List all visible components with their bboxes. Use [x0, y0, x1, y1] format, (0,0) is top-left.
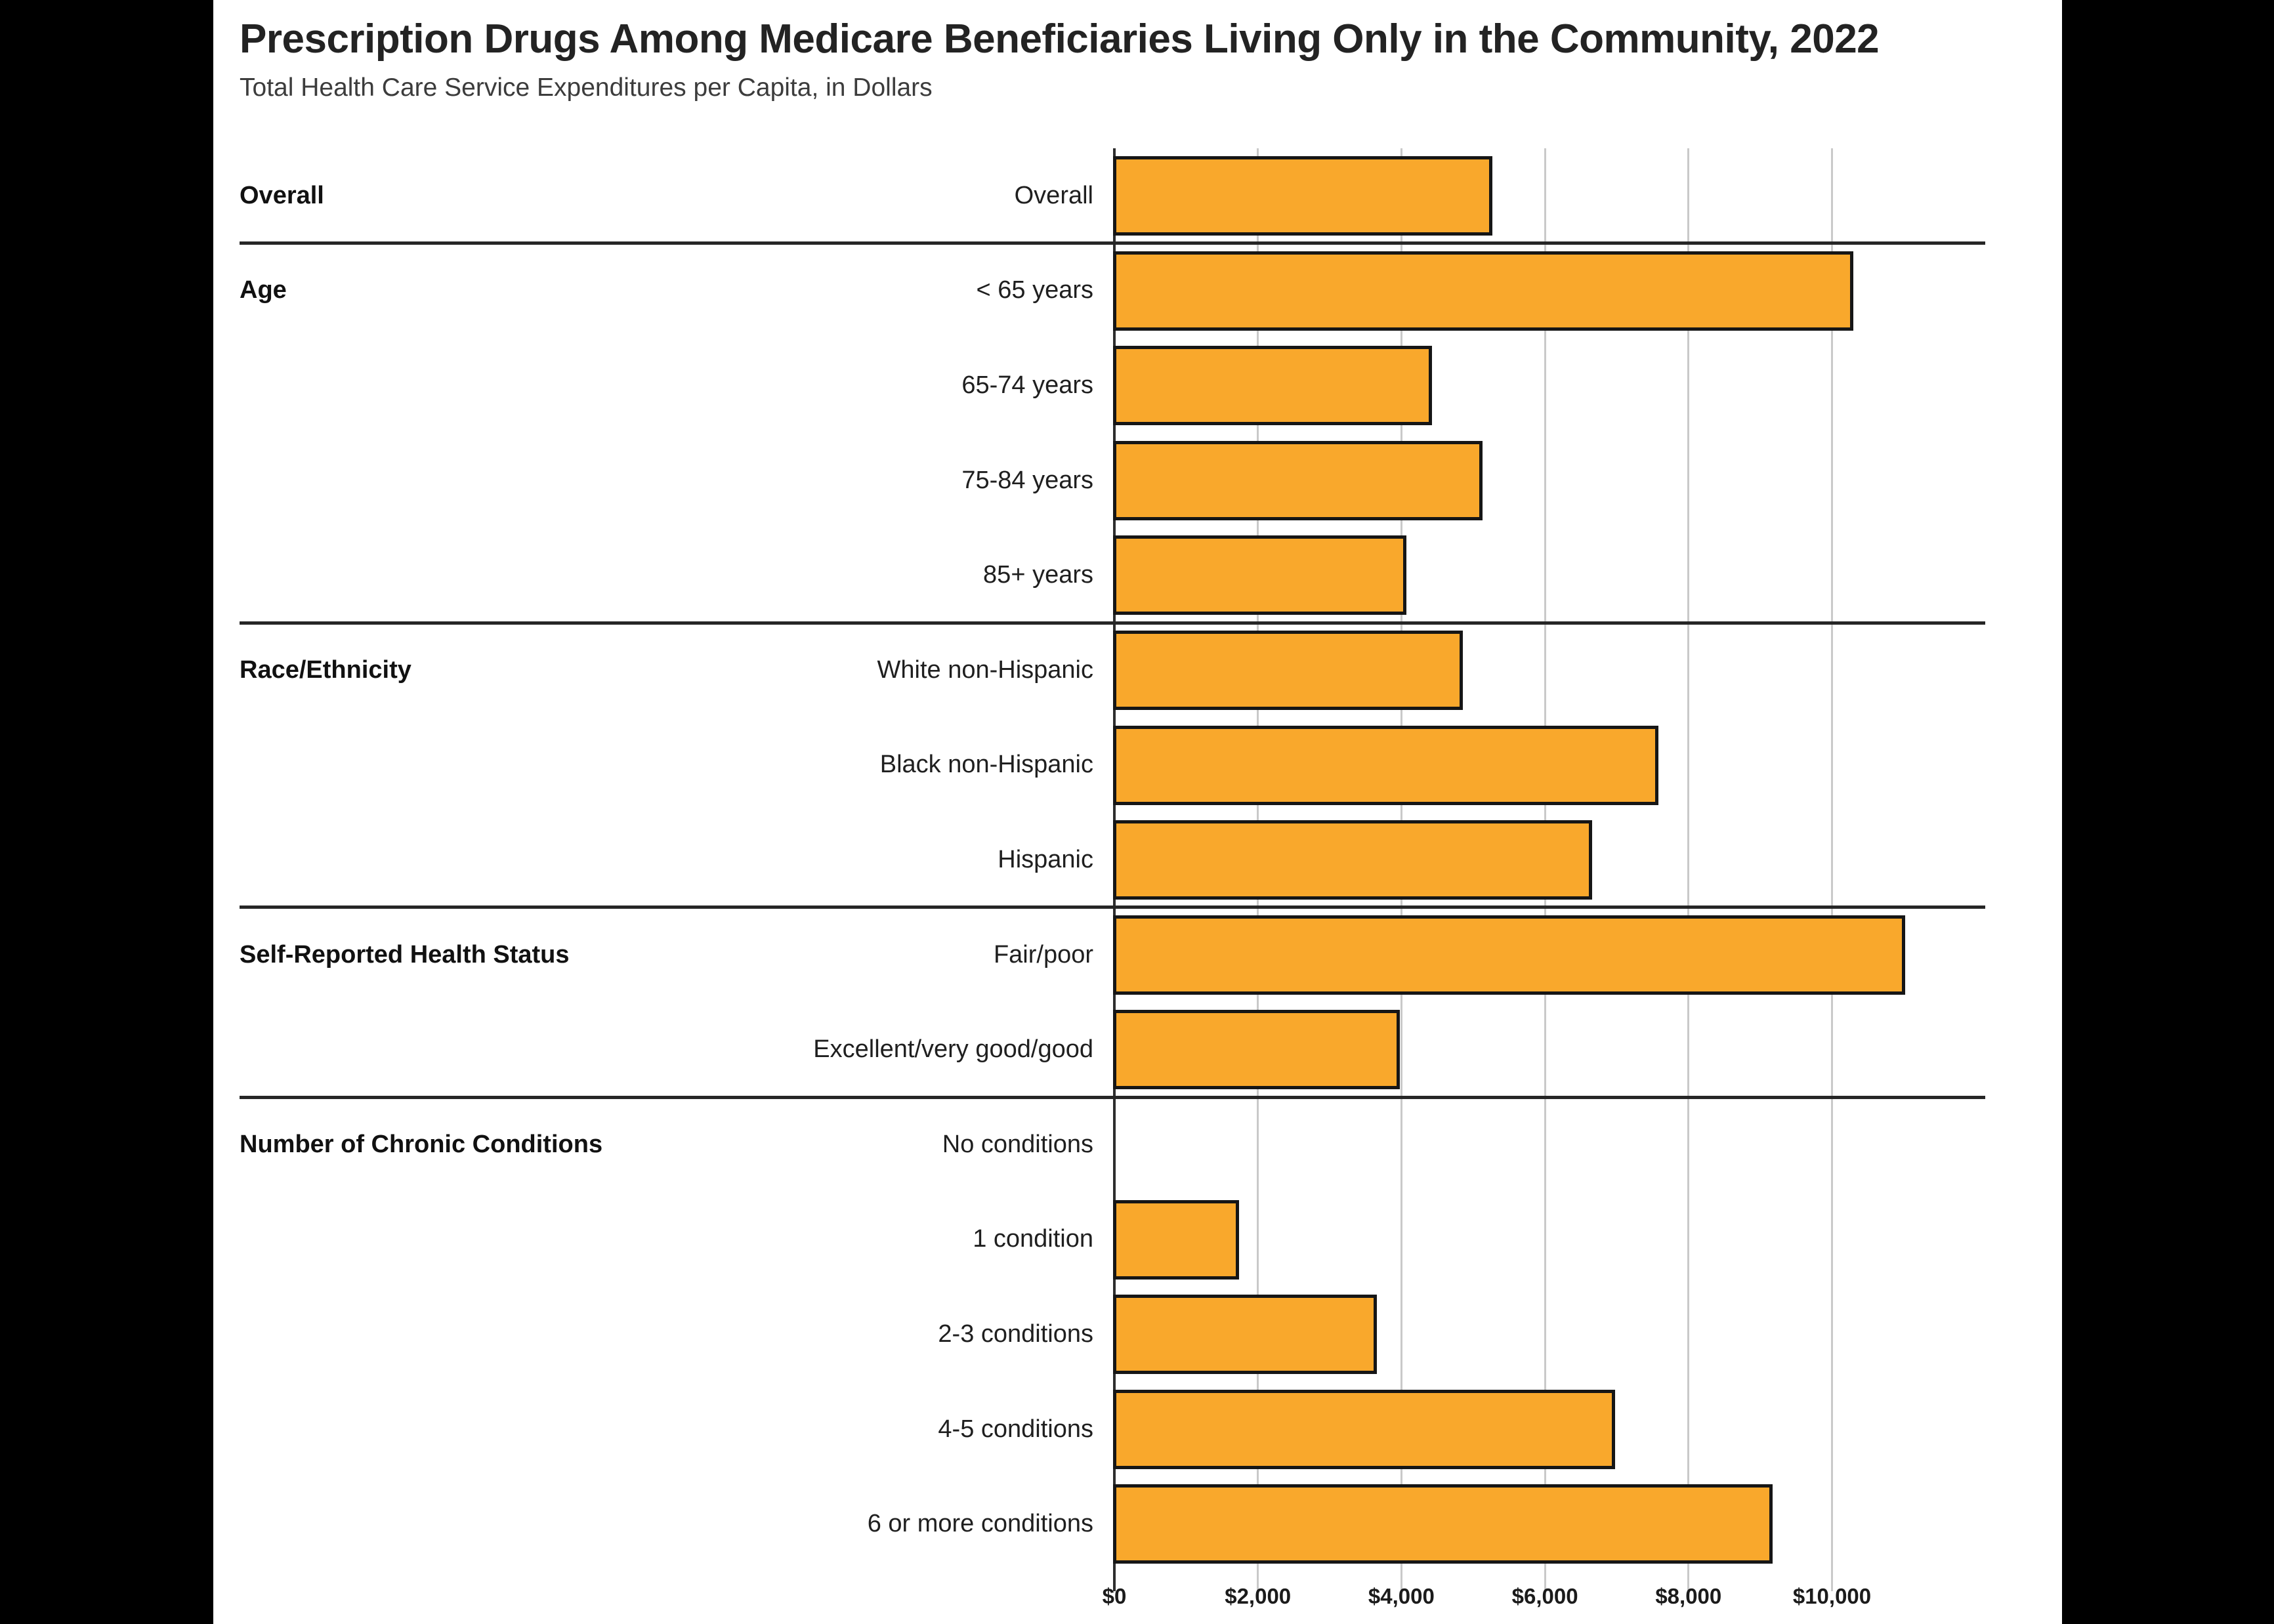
row-label: 1 condition — [973, 1225, 1093, 1253]
bar — [1113, 346, 1432, 426]
bar — [1113, 535, 1406, 615]
group-separator — [240, 241, 1985, 245]
row-label: Excellent/very good/good — [813, 1035, 1093, 1064]
axis-tick-label: $2,000 — [1225, 1584, 1292, 1608]
row-label: White non-Hispanic — [877, 656, 1093, 684]
bar — [1113, 1199, 1239, 1280]
row-label: 85+ years — [983, 561, 1093, 589]
group-label: Age — [240, 276, 287, 304]
bar — [1113, 1389, 1615, 1469]
gridline — [1687, 148, 1690, 1591]
bar — [1113, 156, 1492, 236]
axis-tick-label: $4,000 — [1368, 1584, 1435, 1608]
row-label: Overall — [1014, 181, 1093, 209]
chart-title: Prescription Drugs Among Medicare Benefi… — [240, 16, 1880, 62]
bar — [1113, 1484, 1773, 1564]
row-label: Fair/poor — [993, 940, 1093, 968]
group-label: Race/Ethnicity — [240, 656, 411, 684]
row-label: Black non-Hispanic — [879, 751, 1093, 779]
bar — [1113, 631, 1463, 710]
chart-card: Prescription Drugs Among Medicare Benefi… — [213, 0, 2062, 1624]
row-label: 65-74 years — [961, 371, 1093, 399]
group-label: Overall — [240, 181, 324, 209]
row-label: 75-84 years — [961, 466, 1093, 494]
row-label: No conditions — [942, 1130, 1093, 1158]
row-label: Hispanic — [998, 845, 1093, 873]
bar — [1113, 915, 1905, 995]
group-label: Self-Reported Health Status — [240, 940, 570, 968]
bar — [1113, 251, 1853, 331]
row-label: 2-3 conditions — [938, 1320, 1093, 1348]
group-label: Number of Chronic Conditions — [240, 1130, 603, 1158]
axis-tick-label: $8,000 — [1655, 1584, 1722, 1608]
group-separator — [240, 1095, 1985, 1099]
row-label: 4-5 conditions — [938, 1415, 1093, 1443]
group-separator — [240, 906, 1985, 909]
axis-tick-label: $10,000 — [1792, 1584, 1872, 1608]
gridline — [1831, 148, 1833, 1591]
group-separator — [240, 621, 1985, 625]
row-label: < 65 years — [976, 276, 1094, 304]
bar — [1113, 1010, 1400, 1090]
axis-tick-label: $6,000 — [1511, 1584, 1578, 1608]
bar — [1113, 1295, 1377, 1375]
bar — [1113, 440, 1483, 520]
row-label: 6 or more conditions — [867, 1510, 1093, 1538]
bar-chart: $0 $2,000 $4,000 $6,000 $8,000 $10,000 Overall… — [213, 0, 2062, 1624]
bar — [1113, 725, 1658, 805]
bar — [1113, 820, 1592, 900]
chart-subtitle: Total Health Care Service Expenditures p… — [240, 73, 933, 102]
